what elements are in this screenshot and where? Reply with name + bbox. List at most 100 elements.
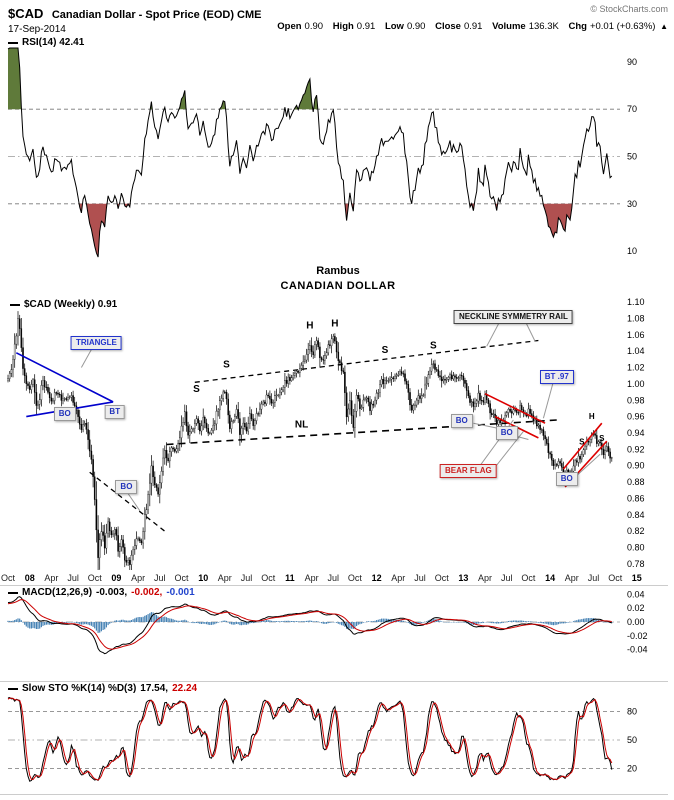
svg-text:Apr: Apr	[391, 573, 405, 583]
svg-text:13: 13	[458, 573, 468, 583]
svg-text:70: 70	[627, 104, 637, 114]
svg-text:Apr: Apr	[44, 573, 58, 583]
annotation-letter-h: H	[331, 319, 338, 330]
svg-text:0.90: 0.90	[627, 461, 645, 471]
svg-text:80: 80	[627, 707, 637, 717]
svg-text:20: 20	[627, 763, 637, 773]
svg-text:0.94: 0.94	[627, 428, 645, 438]
svg-text:Apr: Apr	[131, 573, 145, 583]
svg-text:Oct: Oct	[521, 573, 536, 583]
svg-text:15: 15	[632, 573, 642, 583]
price-line-swatch-icon	[10, 303, 20, 306]
volume-value: 136.3K	[528, 21, 559, 32]
security-name: Canadian Dollar - Spot Price (EOD) CME	[51, 9, 262, 21]
macd-line-swatch-icon	[8, 591, 18, 594]
chart-date: 17-Sep-2014	[8, 24, 66, 35]
svg-text:1.00: 1.00	[627, 379, 645, 389]
chart-title: $CAD Canadian Dollar - Spot Price (EOD) …	[8, 5, 262, 23]
low-value: 0.90	[406, 21, 426, 32]
svg-text:1.06: 1.06	[627, 330, 645, 340]
annotation-letter-h: H	[306, 320, 313, 331]
stochastic-panel	[7, 696, 620, 782]
svg-text:-0.04: -0.04	[627, 645, 648, 655]
svg-text:Oct: Oct	[1, 573, 16, 583]
macd-legend-label: MACD(12,26,9)	[22, 587, 93, 598]
svg-text:Jul: Jul	[67, 573, 79, 583]
svg-text:10: 10	[627, 246, 637, 256]
annotation-letter-s: S	[579, 438, 585, 447]
sto-k-value: 17.54,	[140, 683, 169, 694]
svg-text:Oct: Oct	[348, 573, 363, 583]
svg-text:14: 14	[545, 573, 555, 583]
price-panel	[7, 311, 613, 570]
svg-text:90: 90	[627, 57, 637, 67]
svg-text:1.10: 1.10	[627, 297, 645, 307]
annotation-letter-s: S	[599, 434, 605, 443]
svg-text:Oct: Oct	[435, 573, 450, 583]
ticker-symbol: $CAD	[8, 6, 44, 21]
price-legend: $CAD (Weekly) 0.91	[10, 299, 117, 310]
svg-text:Oct: Oct	[608, 573, 623, 583]
watermark-author: Rambus	[316, 265, 360, 277]
macd-panel	[7, 596, 620, 655]
watermark-title: CANADIAN DOLLAR	[280, 280, 396, 292]
svg-text:0.96: 0.96	[627, 412, 645, 422]
svg-text:Jul: Jul	[414, 573, 426, 583]
volume-label: Volume	[492, 21, 526, 32]
svg-text:Oct: Oct	[261, 573, 276, 583]
svg-text:11: 11	[285, 573, 295, 583]
rsi-legend-text: RSI(14) 42.41	[22, 37, 85, 48]
svg-text:1.02: 1.02	[627, 363, 645, 373]
sto-legend-label: Slow STO %K(14) %D(3)	[22, 683, 137, 694]
macd-histogram-value: -0.001	[166, 587, 195, 598]
svg-text:Jul: Jul	[328, 573, 340, 583]
stochastic-legend: Slow STO %K(14) %D(3) 17.54, 22.24	[8, 683, 197, 694]
svg-text:0.04: 0.04	[627, 589, 645, 599]
sto-line-swatch-icon	[8, 687, 18, 690]
sto-d-value: 22.24	[172, 683, 198, 694]
open-label: Open	[277, 21, 302, 32]
svg-text:-0.02: -0.02	[627, 631, 648, 641]
svg-text:Apr: Apr	[565, 573, 579, 583]
svg-text:50: 50	[627, 735, 637, 745]
ohlc-quote: Open 0.90 High 0.91 Low 0.90 Close 0.91 Volu…	[277, 21, 668, 32]
macd-legend: MACD(12,26,9) -0.003, -0.002, -0.001	[8, 587, 195, 598]
copyright-text: © StockCharts.com	[590, 4, 668, 14]
svg-text:50: 50	[627, 152, 637, 162]
svg-text:Apr: Apr	[478, 573, 492, 583]
svg-text:Apr: Apr	[218, 573, 232, 583]
svg-text:Apr: Apr	[305, 573, 319, 583]
open-value: 0.90	[304, 21, 324, 32]
rsi-line-swatch-icon	[8, 41, 18, 44]
macd-signal-value: -0.002,	[131, 587, 163, 598]
svg-text:1.04: 1.04	[627, 346, 645, 356]
macd-line-value: -0.003,	[96, 587, 128, 598]
svg-text:Jul: Jul	[154, 573, 166, 583]
annotation-letter-h: H	[589, 412, 595, 421]
svg-text:30: 30	[627, 199, 637, 209]
svg-text:0.78: 0.78	[627, 559, 645, 569]
svg-text:09: 09	[111, 573, 121, 583]
high-value: 0.91	[356, 21, 376, 32]
annotation-letter-s: S	[430, 341, 437, 352]
rsi-panel	[7, 47, 620, 258]
svg-text:08: 08	[25, 573, 35, 583]
close-value: 0.91	[463, 21, 483, 32]
annotation-letter-s: S	[223, 360, 230, 371]
change-label: Chg	[568, 21, 587, 32]
change-up-arrow-icon: ▲	[660, 22, 668, 31]
price-legend-text: $CAD (Weekly) 0.91	[24, 299, 118, 310]
annotation-letter-s: S	[193, 384, 200, 395]
svg-text:0.80: 0.80	[627, 543, 645, 553]
svg-text:Jul: Jul	[241, 573, 253, 583]
svg-text:1.08: 1.08	[627, 314, 645, 324]
svg-text:0.84: 0.84	[627, 510, 645, 520]
change-value: +0.01 (+0.63%)	[589, 21, 656, 32]
svg-text:0.82: 0.82	[627, 526, 645, 536]
svg-text:Jul: Jul	[501, 573, 513, 583]
svg-text:0.02: 0.02	[627, 603, 645, 613]
svg-text:0.00: 0.00	[627, 617, 645, 627]
svg-text:0.88: 0.88	[627, 477, 645, 487]
